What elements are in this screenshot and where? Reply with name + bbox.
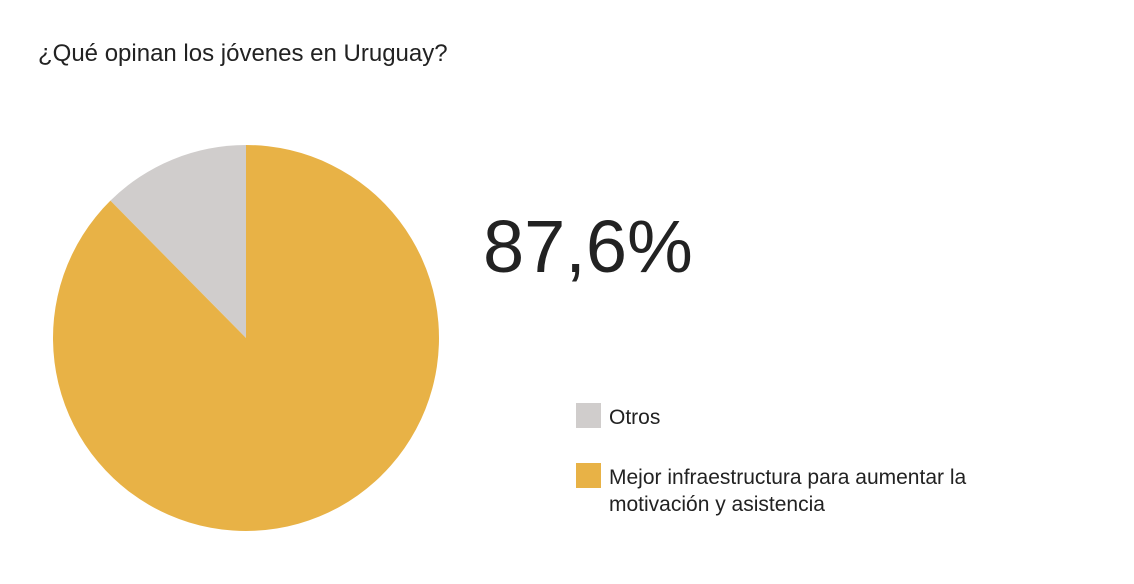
legend-label: Otros: [609, 406, 661, 429]
legend-label: Mejor infraestructura para aumentar la m…: [609, 466, 967, 516]
chart-title: ¿Qué opinan los jóvenes en Uruguay?: [38, 40, 448, 67]
legend-swatch: [576, 403, 601, 428]
pie-slice: [110, 145, 247, 338]
legend-swatch: [576, 463, 601, 488]
pie-slice: [52, 145, 440, 531]
value-label: 87,6%: [483, 205, 693, 288]
